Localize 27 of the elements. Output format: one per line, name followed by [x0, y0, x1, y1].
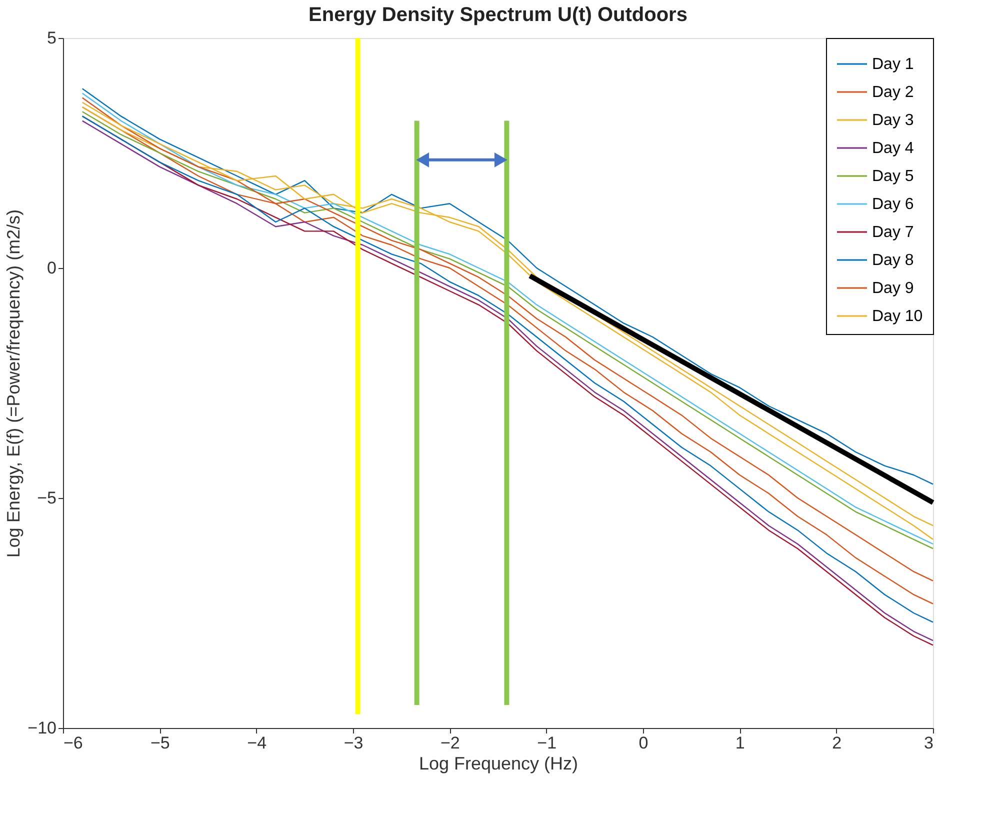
legend-label: Day 9: [872, 280, 914, 297]
y-axis-title: Log Energy, E(f) (=Power/frequency) (m2/s): [4, 209, 24, 558]
legend-label: Day 4: [872, 140, 914, 157]
x-tick-label: −5: [150, 734, 170, 752]
chart-title: Energy Density Spectrum U(t) Outdoors: [308, 4, 688, 26]
x-tick-label: 1: [735, 734, 745, 752]
legend-label: Day 2: [872, 84, 914, 101]
x-tick-label: −3: [344, 734, 364, 752]
y-tick-label: 0: [47, 258, 56, 278]
legend-label: Day 7: [872, 224, 914, 241]
legend-label: Day 3: [872, 112, 914, 129]
x-tick-label: −4: [247, 734, 267, 752]
x-tick-label: −2: [440, 734, 460, 752]
x-tick-label: −6: [64, 734, 83, 752]
y-tick-label: −10: [28, 718, 56, 738]
x-tick-label: 2: [832, 734, 842, 752]
y-tick-label: −5: [37, 488, 56, 508]
x-tick-label: 0: [638, 734, 648, 752]
legend-label: Day 10: [872, 308, 923, 325]
legend-label: Day 1: [872, 56, 914, 73]
legend-label: Day 8: [872, 252, 914, 269]
y-tick-label: 5: [47, 28, 56, 48]
legend-label: Day 6: [872, 196, 914, 213]
legend-label: Day 5: [872, 168, 914, 185]
x-tick-label: −1: [537, 734, 557, 752]
x-axis-title: Log Frequency (Hz): [418, 754, 578, 774]
x-tick-label: 3: [924, 734, 934, 752]
